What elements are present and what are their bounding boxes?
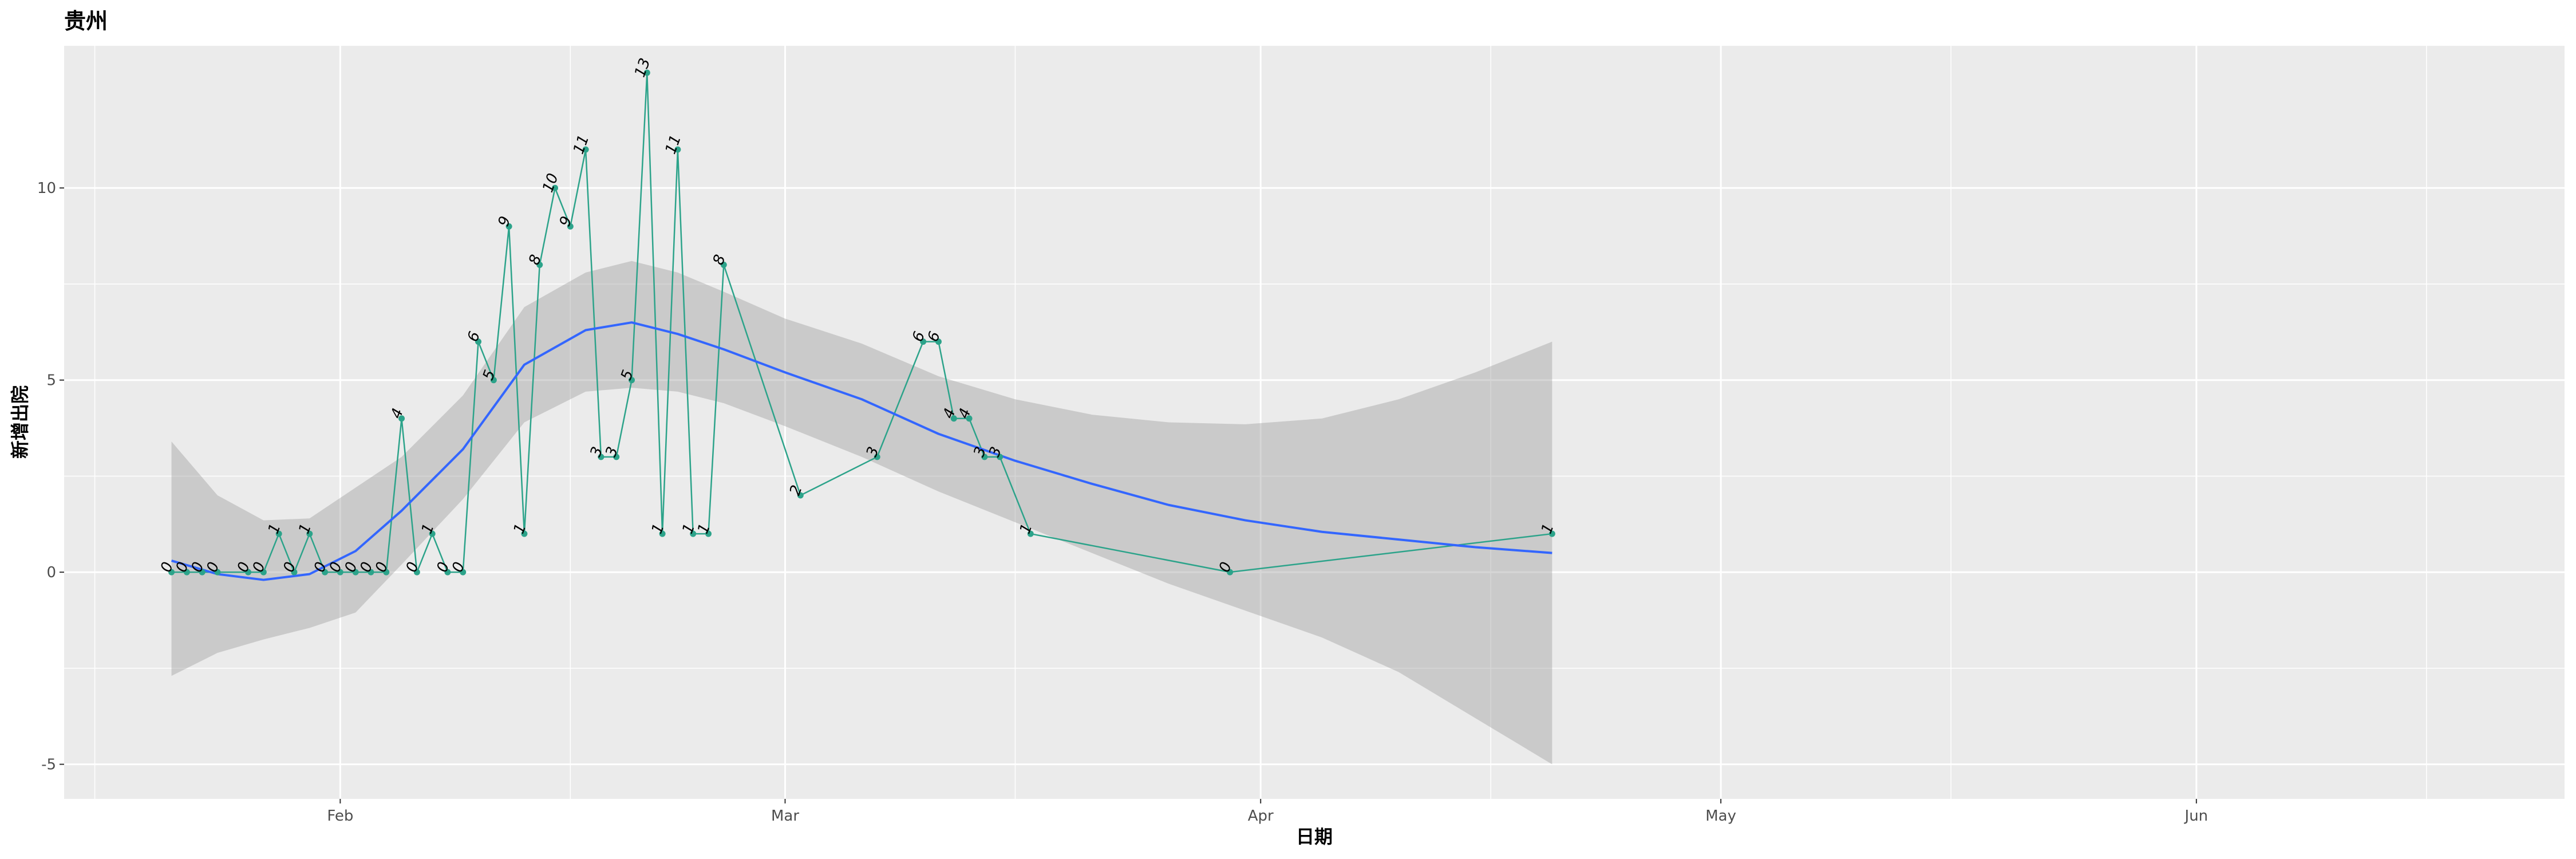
y-axis: -5 0 5 10 bbox=[37, 180, 64, 774]
chart-title: 贵州 bbox=[64, 9, 108, 34]
data-point bbox=[705, 530, 712, 537]
data-point bbox=[659, 530, 666, 537]
data-point bbox=[720, 261, 727, 268]
data-point bbox=[475, 338, 482, 345]
data-point bbox=[643, 69, 650, 76]
data-point bbox=[337, 569, 343, 576]
y-tick-label: 5 bbox=[46, 372, 56, 389]
data-point bbox=[521, 530, 528, 537]
x-axis-title: 日期 bbox=[1296, 826, 1333, 848]
data-point bbox=[245, 569, 252, 576]
data-point bbox=[582, 146, 589, 153]
data-point bbox=[797, 492, 804, 499]
data-point bbox=[168, 569, 175, 576]
data-point bbox=[1027, 530, 1034, 537]
data-point bbox=[275, 530, 282, 537]
data-point bbox=[383, 569, 390, 576]
smooth-line-layer bbox=[171, 321, 1552, 581]
data-point bbox=[997, 454, 1003, 460]
data-point bbox=[598, 454, 605, 460]
x-tick-label: May bbox=[1705, 807, 1736, 825]
data-point bbox=[536, 261, 543, 268]
data-point bbox=[291, 569, 298, 576]
y-tick-label: -5 bbox=[41, 756, 56, 774]
data-point bbox=[352, 569, 359, 576]
data-point bbox=[567, 223, 574, 230]
grid-major bbox=[64, 46, 2565, 799]
data-point bbox=[1227, 569, 1234, 576]
data-point bbox=[306, 530, 313, 537]
x-axis: Feb Mar Apr May Jun bbox=[327, 799, 2208, 825]
x-tick-label: Apr bbox=[1248, 807, 1274, 825]
data-point bbox=[629, 377, 635, 384]
data-point bbox=[444, 569, 451, 576]
data-point bbox=[183, 569, 190, 576]
data-point bbox=[429, 530, 436, 537]
data-points-layer bbox=[168, 69, 1555, 576]
data-point bbox=[505, 223, 512, 230]
grid-minor bbox=[64, 46, 2565, 799]
y-tick-label: 10 bbox=[37, 180, 56, 197]
data-point bbox=[674, 146, 681, 153]
smooth-line bbox=[171, 321, 1552, 581]
data-point bbox=[1548, 530, 1555, 537]
data-point bbox=[322, 569, 329, 576]
data-point bbox=[966, 415, 973, 422]
data-point bbox=[552, 184, 559, 191]
x-tick-label: Feb bbox=[327, 807, 353, 825]
data-point bbox=[874, 454, 880, 460]
y-axis-title: 新增出院 bbox=[9, 385, 31, 459]
y-tick-label: 0 bbox=[46, 564, 56, 581]
data-point bbox=[935, 338, 942, 345]
data-point bbox=[413, 569, 420, 576]
data-point bbox=[460, 569, 467, 576]
data-point bbox=[950, 415, 957, 422]
data-point bbox=[613, 454, 620, 460]
data-point bbox=[199, 569, 206, 576]
data-point bbox=[690, 530, 697, 537]
data-point bbox=[368, 569, 374, 576]
data-point bbox=[214, 569, 221, 576]
x-tick-label: Jun bbox=[2184, 807, 2208, 825]
data-point bbox=[981, 454, 988, 460]
data-point bbox=[920, 338, 927, 345]
data-point bbox=[490, 377, 497, 384]
data-point bbox=[398, 415, 405, 422]
data-point bbox=[260, 569, 267, 576]
plot-panel bbox=[64, 46, 2565, 799]
x-tick-label: Mar bbox=[771, 807, 799, 825]
